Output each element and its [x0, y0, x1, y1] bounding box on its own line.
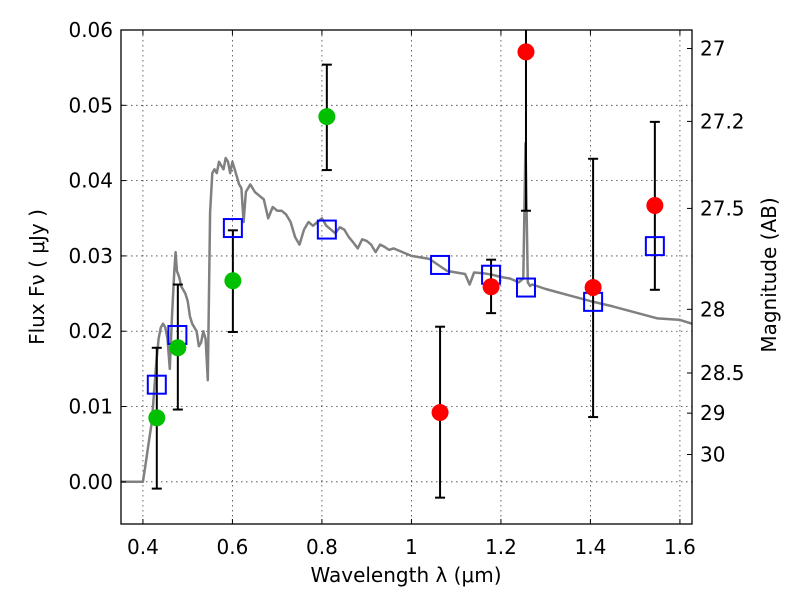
x-tick-label: 1.6 — [664, 535, 696, 559]
model-photometry-square — [222, 218, 243, 239]
observed-point — [646, 196, 664, 214]
y2-tick-label: 29 — [700, 401, 725, 425]
plot-frame — [120, 29, 693, 525]
y2-tick-label: 27.2 — [700, 109, 745, 133]
x-tick-label: 0.4 — [127, 535, 159, 559]
model-photometry-square — [146, 374, 167, 395]
x-tick-label: 1.4 — [575, 535, 607, 559]
error-bars — [151, 30, 660, 499]
y-tick-label: 0.02 — [68, 319, 113, 343]
observed-point — [169, 339, 187, 357]
y-tick-label: 0.05 — [68, 93, 113, 117]
y-tick-label: 0.03 — [68, 244, 113, 268]
observed-point — [148, 409, 166, 427]
observed-points — [148, 43, 664, 427]
y-tick-label: 0.04 — [68, 169, 113, 193]
model-spectrum-line — [121, 141, 693, 484]
model-photometry-square — [515, 277, 536, 298]
model-photometry-squares — [146, 218, 665, 395]
y-tick-label: 0.06 — [68, 18, 113, 42]
y-axis-ticks: 0.00 0.01 0.02 0.03 0.04 0.05 0.06 — [68, 18, 126, 494]
grid-lines — [121, 29, 692, 524]
y2-tick-label: 30 — [700, 442, 725, 466]
y2-tick-label: 27.5 — [700, 196, 745, 220]
model-photometry-square — [644, 236, 665, 257]
observed-point — [584, 279, 602, 297]
y-axis-label: Flux Fν ( μJy ) — [25, 209, 49, 345]
x-tick-label: 1.2 — [485, 535, 517, 559]
observed-point — [224, 272, 242, 290]
model-photometry-square — [430, 254, 451, 275]
observed-point — [517, 43, 535, 61]
y2-axis-label: Magnitude (AB) — [757, 197, 781, 352]
x-tick-label: 0.8 — [306, 535, 338, 559]
observed-point — [431, 404, 449, 422]
x-axis-ticks: 0.4 0.6 0.8 1 1.2 1.4 1.6 — [127, 30, 696, 559]
x-axis-label: Wavelength λ (μm) — [310, 563, 501, 587]
x-tick-label: 1 — [405, 535, 418, 559]
y-tick-label: 0.01 — [68, 395, 113, 419]
y2-tick-label: 28 — [700, 297, 725, 321]
y2-tick-label: 28.5 — [700, 361, 745, 385]
y-tick-label: 0.00 — [68, 470, 113, 494]
model-photometry-square — [316, 219, 337, 240]
y2-axis-ticks: 27 27.2 27.5 28 28.5 29 30 — [687, 36, 745, 466]
x-tick-label: 0.6 — [217, 535, 249, 559]
y2-tick-label: 27 — [700, 36, 725, 60]
observed-point — [482, 278, 500, 296]
observed-point — [318, 108, 336, 126]
